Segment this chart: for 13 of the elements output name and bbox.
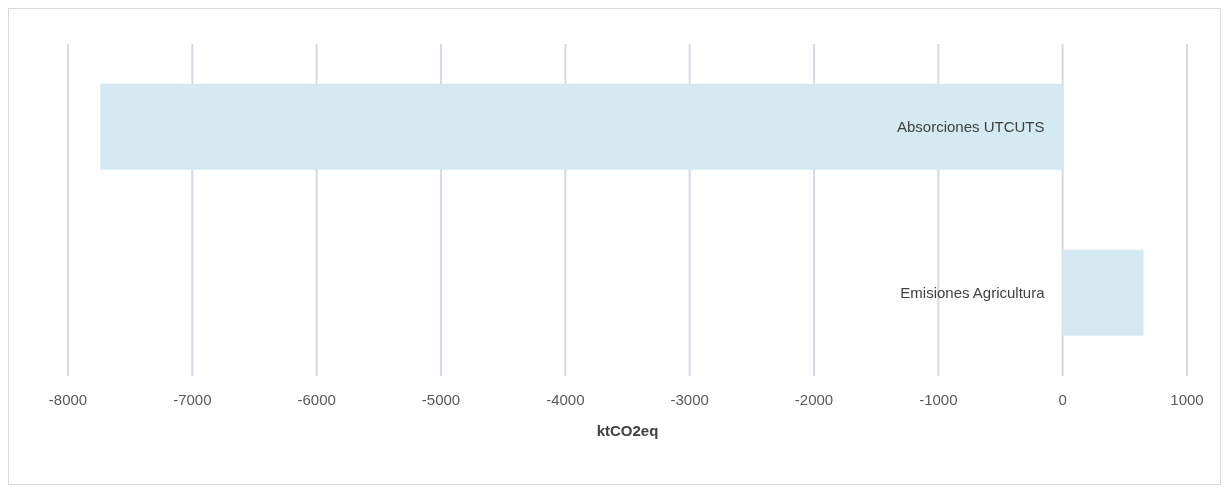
y-tick-label: Emisiones Agricultura xyxy=(900,284,1046,301)
y-tick-label: Absorciones UTCUTS xyxy=(897,118,1045,135)
x-tick-label: -7000 xyxy=(173,390,212,408)
x-tick-label: -6000 xyxy=(297,390,336,408)
x-axis-title: ktCO2eq xyxy=(596,422,659,439)
x-tick-label: -3000 xyxy=(670,390,709,408)
x-tick-label: 1000 xyxy=(1170,390,1204,408)
x-tick-label: -8000 xyxy=(48,390,88,408)
x-tick-label: -4000 xyxy=(546,390,585,408)
x-tick-label: -2000 xyxy=(794,390,834,408)
x-tick-label: -1000 xyxy=(919,390,958,408)
x-tick-label: 0 xyxy=(1058,390,1067,408)
x-tick-label: -5000 xyxy=(421,390,461,408)
